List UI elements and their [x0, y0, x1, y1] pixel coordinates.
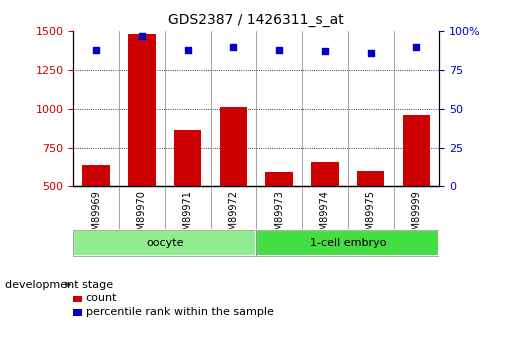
Point [92, 47, 100, 52]
Bar [174, 130, 201, 186]
Point [184, 47, 192, 52]
Bar [402, 115, 430, 186]
Text: GSM89973: GSM89973 [274, 190, 284, 243]
Text: GSM89969: GSM89969 [91, 190, 101, 243]
Bar [257, 230, 439, 256]
Text: percentile rank within the sample: percentile rank within the sample [86, 307, 274, 317]
Point [138, 33, 146, 39]
Bar [128, 34, 156, 186]
Point [229, 44, 237, 49]
Text: development stage: development stage [5, 280, 113, 289]
Bar [73, 230, 257, 256]
Point [275, 47, 283, 52]
Text: GSM89971: GSM89971 [183, 190, 192, 243]
Text: 1-cell embryo: 1-cell embryo [310, 238, 386, 248]
Bar [220, 107, 247, 186]
Point [367, 50, 375, 56]
Text: GSM89975: GSM89975 [366, 190, 376, 243]
Text: GSM89999: GSM89999 [412, 190, 422, 243]
Bar [357, 171, 384, 186]
Bar [82, 165, 110, 186]
Bar [73, 230, 257, 256]
Point [413, 44, 421, 49]
Text: GSM89974: GSM89974 [320, 190, 330, 243]
Bar [266, 172, 293, 186]
Bar [257, 230, 439, 256]
Point [321, 49, 329, 54]
Bar [311, 161, 339, 186]
Text: oocyte: oocyte [146, 238, 183, 248]
Text: count: count [86, 294, 117, 303]
Text: GSM89970: GSM89970 [137, 190, 147, 243]
Title: GDS2387 / 1426311_s_at: GDS2387 / 1426311_s_at [168, 13, 344, 27]
Text: GSM89972: GSM89972 [228, 190, 238, 243]
